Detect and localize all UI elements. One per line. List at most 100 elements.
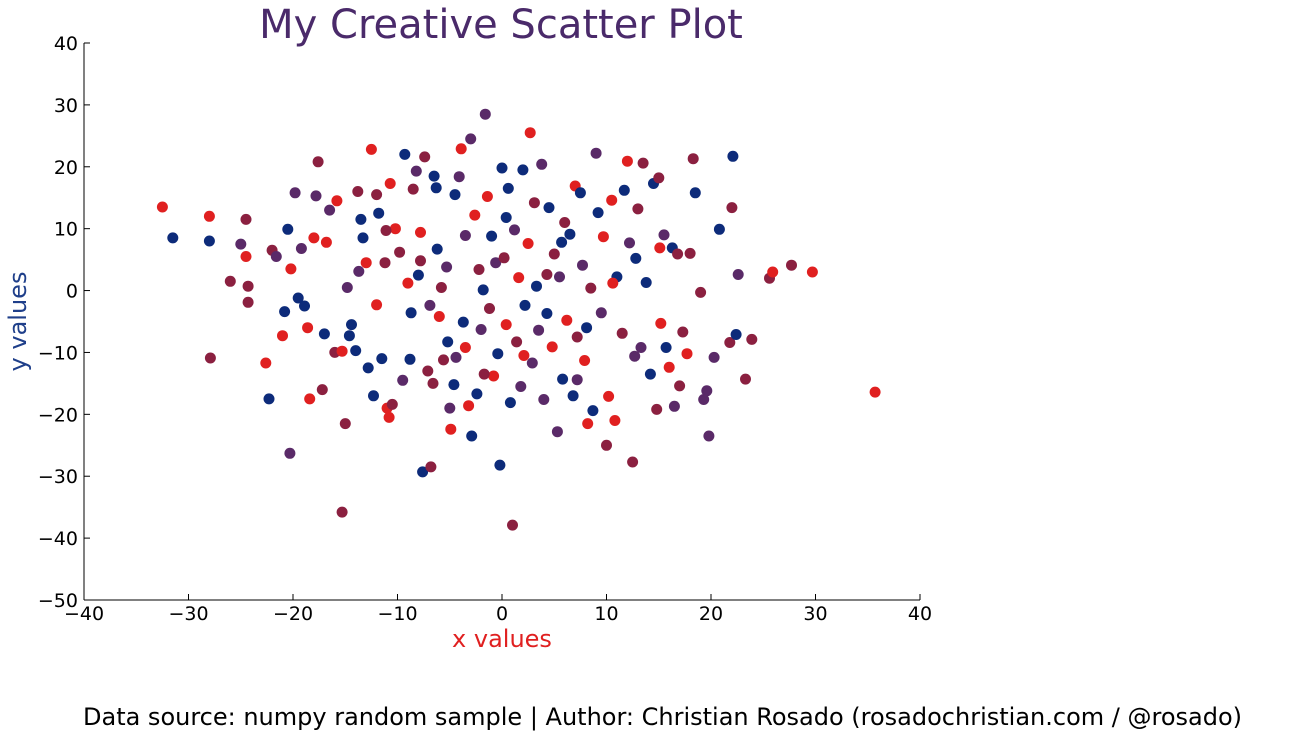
scatter-point <box>475 324 487 335</box>
scatter-point <box>561 314 573 326</box>
scatter-point <box>425 461 437 473</box>
scatter-point <box>517 164 529 176</box>
scatter-point <box>629 350 641 362</box>
scatter-point <box>389 223 401 235</box>
scatter-point <box>410 165 422 177</box>
scatter-point <box>282 223 294 235</box>
scatter-point <box>438 354 449 366</box>
scatter-point <box>627 456 639 468</box>
scatter-point <box>444 402 456 414</box>
scatter-point <box>574 187 586 199</box>
scatter-point <box>536 158 548 170</box>
scatter-point <box>556 236 568 248</box>
scatter-point <box>507 519 518 531</box>
scatter-point <box>312 156 324 168</box>
scatter-point <box>279 306 291 318</box>
scatter-point <box>663 361 675 373</box>
scatter-point <box>424 299 436 311</box>
scatter-point <box>399 148 411 160</box>
scatter-point <box>428 170 440 182</box>
x-tick-label: 20 <box>699 603 723 625</box>
y-tick-label: −10 <box>38 342 78 364</box>
scatter-point <box>653 172 665 184</box>
scatter-point <box>687 153 699 165</box>
scatter-point <box>357 232 369 244</box>
scatter-point <box>698 394 710 405</box>
scatter-point <box>492 348 504 360</box>
scatter-point <box>383 411 395 423</box>
scatter-point <box>310 190 322 202</box>
scatter-point <box>672 248 684 260</box>
scatter-point <box>786 259 797 271</box>
scatter-point <box>806 266 818 278</box>
scatter-point <box>415 226 426 238</box>
ticks-layer: −40 −30 −20 −10 0 10 20 30 40−50−40−30−20−100102… <box>38 33 932 625</box>
scatter-point <box>479 108 491 120</box>
scatter-point <box>471 388 483 400</box>
scatter-point <box>203 235 215 247</box>
scatter-point <box>730 329 742 340</box>
scatter-point <box>644 368 656 380</box>
scatter-point <box>336 345 348 357</box>
y-tick-label: −40 <box>38 528 78 550</box>
y-tick-label: −30 <box>38 466 78 488</box>
scatter-point <box>581 322 593 334</box>
scatter-point <box>430 182 442 194</box>
scatter-point <box>445 423 457 435</box>
scatter-point <box>632 203 644 215</box>
scatter-point <box>587 405 599 417</box>
scatter-point <box>431 243 443 255</box>
scatter-point <box>167 232 179 244</box>
scatter-point <box>341 282 353 293</box>
scatter-point <box>404 353 416 365</box>
scatter-point <box>640 277 652 288</box>
scatter-point <box>616 327 628 339</box>
scatter-point <box>450 351 462 363</box>
scatter-point <box>654 242 666 254</box>
scatter-point <box>724 337 736 348</box>
scatter-point <box>603 390 615 402</box>
scatter-point <box>285 263 297 275</box>
scatter-point <box>674 380 686 392</box>
scatter-point <box>655 317 667 329</box>
scatter-point <box>365 143 377 155</box>
scatter-point <box>559 217 571 228</box>
scatter-point <box>318 328 330 340</box>
scatter-point <box>567 390 579 402</box>
x-tick-label: −20 <box>273 603 313 625</box>
scatter-point <box>435 282 447 293</box>
scatter-point <box>635 342 647 353</box>
y-tick-label: 10 <box>54 219 78 241</box>
scatter-point <box>668 400 680 412</box>
scatter-point <box>511 336 523 348</box>
scatter-point <box>449 189 461 201</box>
scatter-point <box>240 251 252 262</box>
scatter-point <box>419 151 431 163</box>
scatter-point <box>417 466 429 478</box>
scatter-point <box>637 157 649 169</box>
chart-title: My Creative Scatter Plot <box>259 2 743 48</box>
scatter-point <box>496 162 508 174</box>
x-tick-label: 40 <box>908 603 932 625</box>
scatter-point <box>465 133 477 145</box>
scatter-point <box>295 243 307 254</box>
scatter-point <box>677 326 689 338</box>
scatter-point <box>481 191 493 202</box>
y-tick-label: 30 <box>54 95 78 117</box>
scatter-point <box>658 229 670 241</box>
scatter-point <box>585 282 597 294</box>
footer-credit: Data source: numpy random sample | Autho… <box>83 703 1242 731</box>
scatter-point <box>621 155 633 167</box>
scatter-point <box>577 259 588 271</box>
scatter-point <box>402 277 414 289</box>
points-layer <box>156 108 881 531</box>
scatter-point <box>538 394 550 405</box>
scatter-point <box>500 212 512 223</box>
scatter-point <box>442 336 454 348</box>
scatter-point <box>651 403 663 415</box>
scatter-point <box>579 355 591 366</box>
scatter-point <box>732 269 744 280</box>
scatter-point <box>320 236 332 248</box>
scatter-point <box>713 223 725 235</box>
y-tick-label: 0 <box>66 281 78 303</box>
